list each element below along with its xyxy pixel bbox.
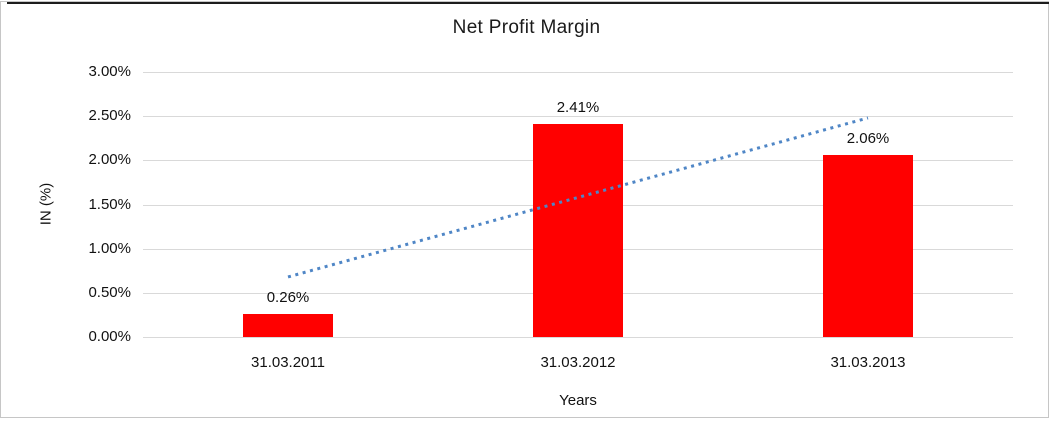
bar xyxy=(533,124,623,337)
x-tick-label: 31.03.2013 xyxy=(830,354,906,371)
x-tick-label: 31.03.2011 xyxy=(251,354,325,371)
bar-data-label: 2.06% xyxy=(846,130,890,147)
y-tick-label: 0.00% xyxy=(88,328,131,345)
y-tick-label: 2.50% xyxy=(88,107,131,124)
bar xyxy=(823,155,913,337)
y-tick-label: 2.00% xyxy=(88,151,131,168)
y-tick-label: 1.00% xyxy=(88,240,131,257)
picture-frame-top-edge xyxy=(7,2,1049,4)
y-tick-label: 0.50% xyxy=(88,284,131,301)
gridline xyxy=(143,337,1013,338)
x-tick-label: 31.03.2012 xyxy=(540,354,616,371)
y-tick-label: 1.50% xyxy=(88,196,131,213)
x-axis-title: Years xyxy=(559,392,597,409)
bar-data-label: 2.41% xyxy=(556,99,600,116)
gridline xyxy=(143,72,1013,73)
bar-data-label: 0.26% xyxy=(266,289,310,306)
bar xyxy=(243,314,333,337)
y-tick-label: 3.00% xyxy=(88,63,131,80)
chart-title: Net Profit Margin xyxy=(452,17,601,38)
